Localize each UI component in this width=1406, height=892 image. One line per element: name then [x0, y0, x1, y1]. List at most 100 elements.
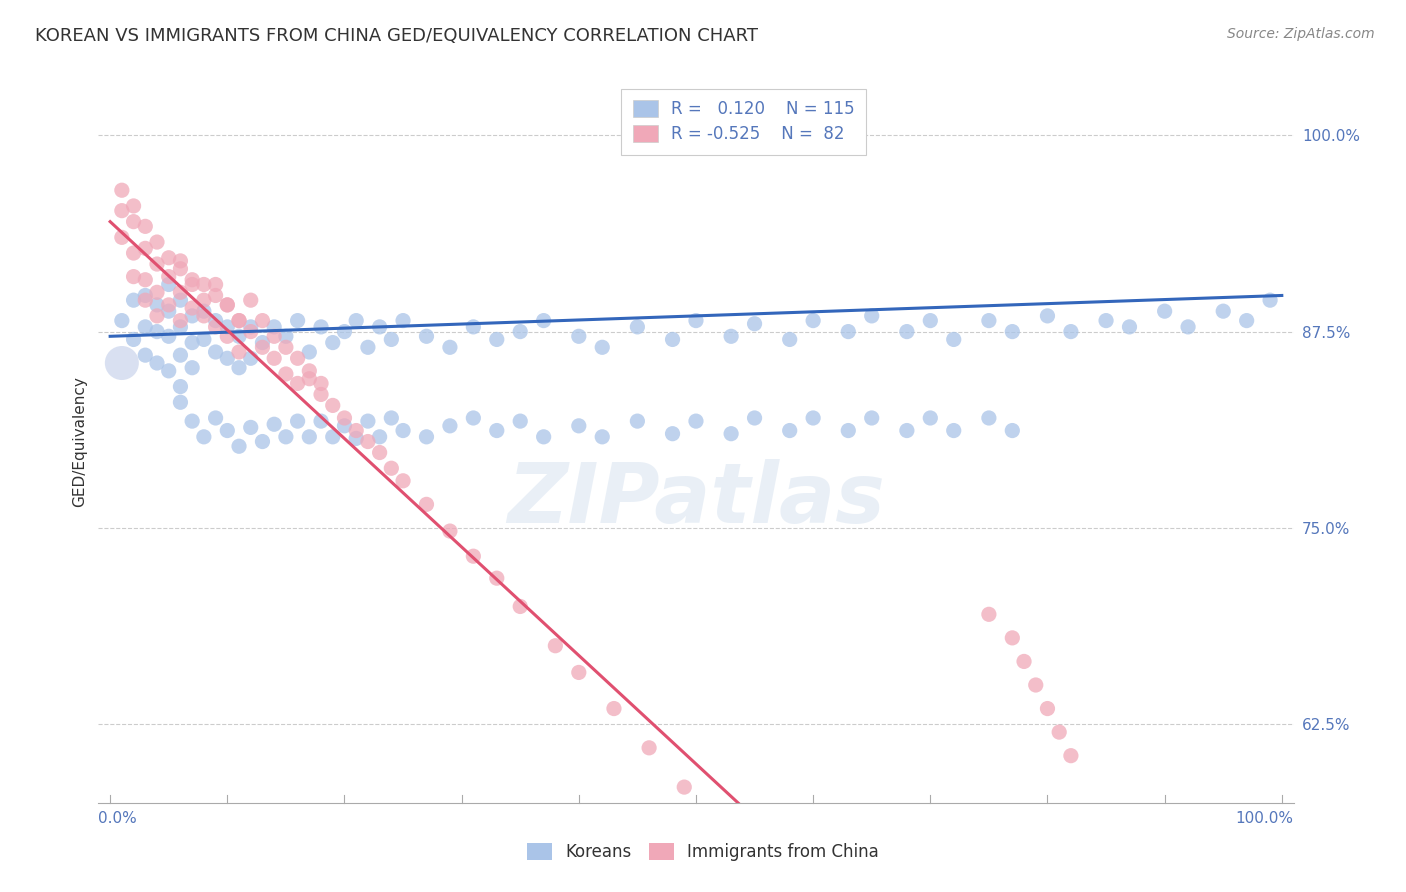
Point: [169, 293, 191, 308]
Point: [392, 313, 415, 327]
Point: [322, 335, 344, 350]
Point: [217, 298, 239, 312]
Point: [181, 273, 204, 287]
Point: [920, 313, 942, 327]
Point: [217, 351, 239, 366]
Point: [977, 313, 1000, 327]
Point: [217, 329, 239, 343]
Point: [661, 333, 683, 347]
Point: [322, 398, 344, 412]
Point: [193, 304, 215, 318]
Point: [146, 257, 169, 271]
Point: [392, 424, 415, 438]
Point: [544, 639, 567, 653]
Point: [181, 360, 204, 375]
Point: [1060, 325, 1083, 339]
Point: [942, 424, 965, 438]
Point: [193, 277, 215, 292]
Point: [860, 309, 883, 323]
Point: [485, 571, 508, 585]
Text: ZIPatlas: ZIPatlas: [508, 458, 884, 540]
Point: [779, 424, 801, 438]
Point: [298, 364, 321, 378]
Point: [169, 379, 191, 393]
Point: [357, 414, 380, 428]
Point: [977, 607, 1000, 622]
Point: [1025, 678, 1047, 692]
Point: [134, 348, 156, 362]
Point: [533, 430, 555, 444]
Point: [263, 319, 285, 334]
Point: [287, 351, 309, 366]
Point: [333, 411, 356, 425]
Point: [344, 431, 367, 445]
Point: [204, 313, 226, 327]
Point: [333, 325, 356, 339]
Point: [860, 411, 883, 425]
Point: [193, 293, 215, 308]
Point: [169, 285, 191, 300]
Point: [169, 261, 191, 276]
Point: [380, 461, 402, 475]
Point: [228, 360, 250, 375]
Point: [720, 426, 742, 441]
Point: [744, 317, 766, 331]
Point: [309, 319, 332, 334]
Text: Source: ZipAtlas.com: Source: ZipAtlas.com: [1227, 27, 1375, 41]
Point: [204, 345, 226, 359]
Point: [157, 269, 180, 284]
Point: [333, 418, 356, 433]
Point: [463, 411, 485, 425]
Text: KOREAN VS IMMIGRANTS FROM CHINA GED/EQUIVALENCY CORRELATION CHART: KOREAN VS IMMIGRANTS FROM CHINA GED/EQUI…: [35, 27, 758, 45]
Point: [1118, 319, 1140, 334]
Point: [181, 309, 204, 323]
Point: [685, 313, 707, 327]
Point: [1177, 319, 1199, 334]
Point: [193, 309, 215, 323]
Point: [239, 293, 262, 308]
Point: [122, 246, 145, 260]
Point: [568, 418, 591, 433]
Point: [217, 298, 239, 312]
Point: [228, 345, 250, 359]
Point: [169, 313, 191, 327]
Legend: Koreans, Immigrants from China: Koreans, Immigrants from China: [520, 836, 886, 868]
Point: [204, 288, 226, 302]
Point: [157, 251, 180, 265]
Point: [392, 474, 415, 488]
Point: [111, 230, 134, 244]
Y-axis label: GED/Equivalency: GED/Equivalency: [72, 376, 87, 507]
Point: [368, 445, 391, 459]
Point: [169, 319, 191, 334]
Point: [204, 319, 226, 334]
Point: [977, 411, 1000, 425]
Point: [111, 313, 134, 327]
Point: [1047, 725, 1070, 739]
Point: [920, 411, 942, 425]
Point: [415, 497, 437, 511]
Point: [146, 285, 169, 300]
Point: [134, 293, 156, 308]
Point: [837, 424, 859, 438]
Point: [134, 288, 156, 302]
Point: [239, 420, 262, 434]
Point: [122, 333, 145, 347]
Point: [217, 424, 239, 438]
Point: [204, 411, 226, 425]
Point: [1001, 631, 1024, 645]
Point: [626, 319, 648, 334]
Point: [157, 364, 180, 378]
Point: [357, 340, 380, 354]
Point: [287, 376, 309, 391]
Point: [322, 430, 344, 444]
Point: [228, 313, 250, 327]
Point: [1153, 304, 1175, 318]
Point: [252, 434, 274, 449]
Point: [896, 325, 918, 339]
Point: [169, 253, 191, 268]
Point: [181, 414, 204, 428]
Point: [380, 333, 402, 347]
Point: [415, 430, 437, 444]
Point: [252, 335, 274, 350]
Point: [1001, 424, 1024, 438]
